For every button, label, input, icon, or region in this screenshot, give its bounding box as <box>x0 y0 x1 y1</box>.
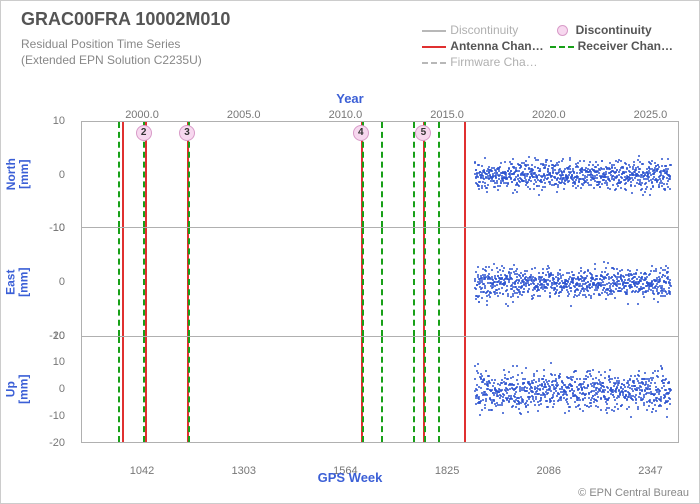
ytick: 0 <box>59 276 65 288</box>
legend-swatch-firmware <box>422 62 446 64</box>
ytick: 10 <box>53 222 65 234</box>
panel-north: North[mm]-100102345 <box>1 121 699 228</box>
y-axis-label-up: Up[mm] <box>5 375 31 404</box>
antenna-event-line <box>145 337 147 442</box>
legend-swatch-disc-line <box>422 30 446 32</box>
panel-east: East[mm]-10010 <box>1 228 699 335</box>
receiver-event-line <box>188 228 190 335</box>
y-axis-label-east: East[mm] <box>5 267 31 296</box>
antenna-event-line <box>145 228 147 335</box>
antenna-event-line <box>464 228 466 335</box>
legend-label-antenna: Antenna Chan… <box>450 39 543 53</box>
receiver-event-line <box>424 228 426 335</box>
receiver-event-line <box>118 337 120 442</box>
plot-north: 2 3 4 5 <box>81 121 679 228</box>
receiver-event-line <box>413 122 415 227</box>
ytick: 20 <box>53 330 65 342</box>
ytick: 0 <box>59 383 65 395</box>
ytick: 0 <box>59 169 65 181</box>
ytick: 10 <box>53 115 65 127</box>
legend-swatch-receiver <box>550 46 574 48</box>
receiver-event-line <box>188 337 190 442</box>
credit-label: © EPN Central Bureau <box>578 487 689 499</box>
legend-label-receiver: Receiver Chan… <box>578 39 673 53</box>
receiver-event-line <box>362 337 364 442</box>
chart-panels: North[mm]-100102345East[mm]-10010Up[mm]-… <box>1 121 699 443</box>
receiver-event-line <box>413 228 415 335</box>
top-xticks-tick: 2000.0 <box>125 109 159 121</box>
discontinuity-marker: 5 <box>415 125 431 141</box>
top-xticks-tick: 2025.0 <box>634 109 668 121</box>
panel-up: Up[mm]-20-1001020 <box>1 336 699 443</box>
legend-label-disc-line: Discontinuity <box>450 23 518 37</box>
subtitle-line-1: Residual Position Time Series <box>21 37 180 51</box>
discontinuity-marker: 3 <box>179 125 195 141</box>
antenna-event-line <box>122 122 124 227</box>
top-xticks-tick: 2005.0 <box>227 109 261 121</box>
receiver-event-line <box>381 228 383 335</box>
legend-swatch-antenna <box>422 46 446 48</box>
receiver-event-line <box>438 122 440 227</box>
receiver-event-line <box>381 122 383 227</box>
legend-swatch-disc-dot <box>557 25 568 36</box>
ytick: 10 <box>53 356 65 368</box>
y-axis-label-north: North[mm] <box>5 159 31 191</box>
discontinuity-marker: 4 <box>353 125 369 141</box>
subtitle-line-2: (Extended EPN Solution C2235U) <box>21 53 202 67</box>
receiver-event-line <box>362 228 364 335</box>
ytick: -10 <box>49 410 65 422</box>
receiver-event-line <box>381 337 383 442</box>
plot-east <box>81 228 679 335</box>
top-xticks-tick: 2010.0 <box>329 109 363 121</box>
receiver-event-line <box>118 228 120 335</box>
antenna-event-line <box>122 228 124 335</box>
legend-label-disc-dot: Discontinuity <box>576 23 652 37</box>
bottom-axis-label: GPS Week <box>1 470 699 485</box>
legend: Discontinuity Discontinuity Antenna Chan… R… <box>422 23 679 71</box>
antenna-event-line <box>464 337 466 442</box>
receiver-event-line <box>413 337 415 442</box>
receiver-event-line <box>118 122 120 227</box>
receiver-event-line <box>438 228 440 335</box>
top-axis-label: Year <box>1 91 699 106</box>
receiver-event-line <box>438 337 440 442</box>
discontinuity-marker: 2 <box>136 125 152 141</box>
legend-label-firmware: Firmware Cha… <box>450 55 537 69</box>
receiver-event-line <box>424 337 426 442</box>
antenna-event-line <box>464 122 466 227</box>
ytick: -20 <box>49 437 65 449</box>
antenna-event-line <box>122 337 124 442</box>
top-xticks-tick: 2015.0 <box>430 109 464 121</box>
chart-frame: GRAC00FRA 10002M010 Residual Position Ti… <box>0 0 700 504</box>
plot-up <box>81 336 679 443</box>
top-xticks-tick: 2020.0 <box>532 109 566 121</box>
